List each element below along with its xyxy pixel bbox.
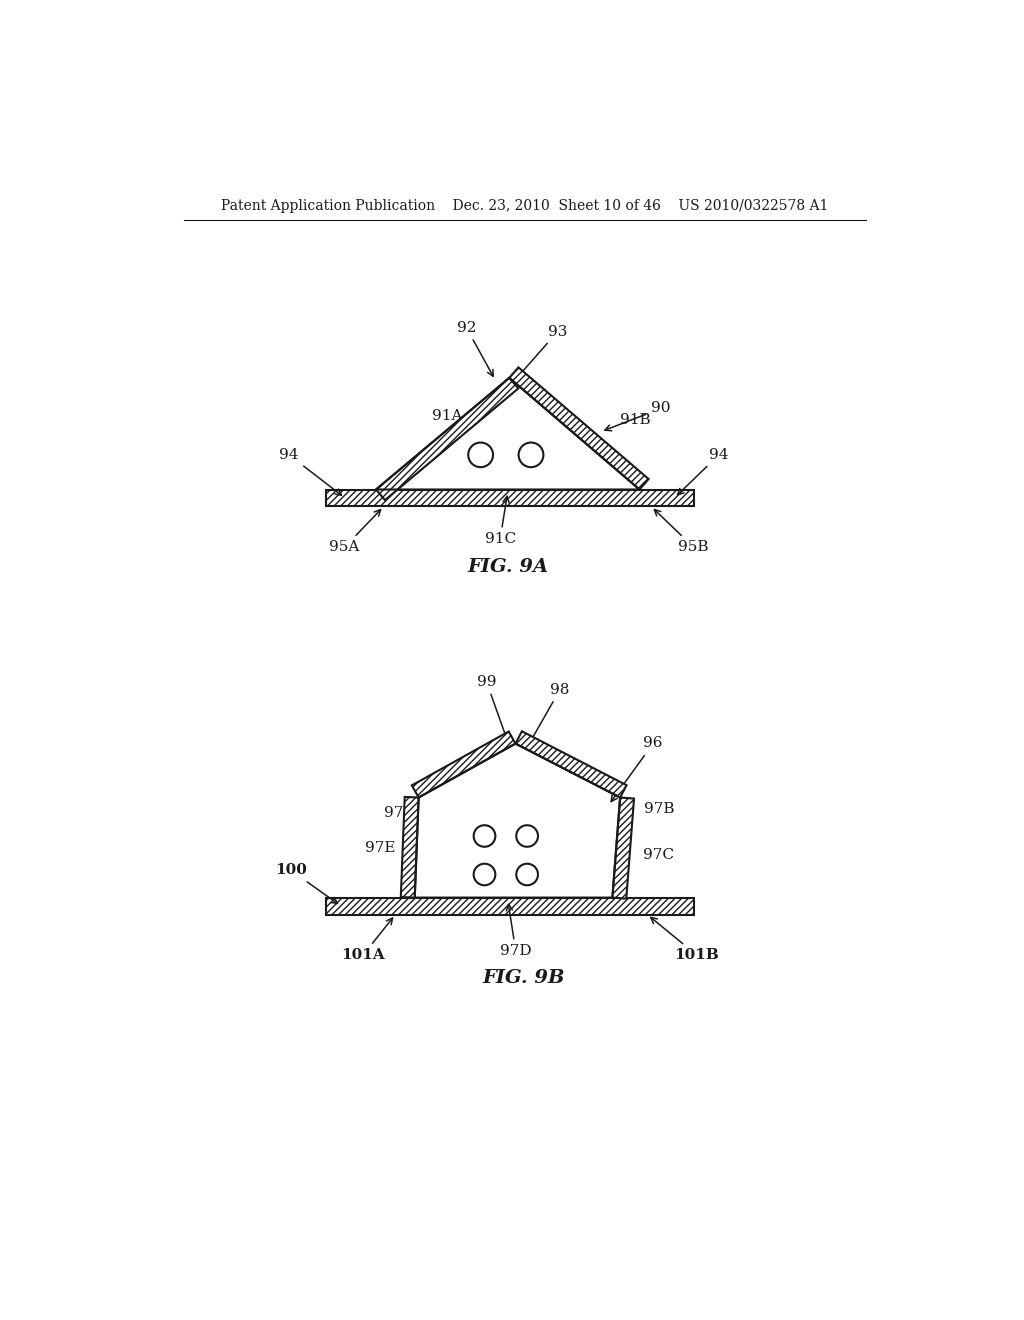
Text: 97E: 97E [365,841,395,854]
Bar [326,490,693,507]
Polygon shape [400,797,419,898]
Circle shape [468,442,493,467]
Text: 96: 96 [611,737,663,801]
Circle shape [516,825,538,847]
Text: Patent Application Publication    Dec. 23, 2010  Sheet 10 of 46    US 2010/03225: Patent Application Publication Dec. 23, … [221,199,828,213]
Text: 90: 90 [605,401,671,430]
Text: 97B: 97B [644,803,674,816]
Text: FIG. 9A: FIG. 9A [467,557,548,576]
Text: 91C: 91C [484,496,516,546]
Text: 91A: 91A [432,409,463,424]
Circle shape [474,863,496,886]
Text: 97C: 97C [643,849,675,862]
Text: 94: 94 [280,447,341,495]
Text: 94: 94 [678,447,729,495]
Text: 101B: 101B [650,917,719,962]
Circle shape [518,442,544,467]
Text: 101A: 101A [341,917,392,962]
Text: 97A: 97A [384,807,415,820]
Text: 95B: 95B [654,510,709,554]
Text: 98: 98 [527,682,569,747]
Polygon shape [412,731,515,797]
Text: 91B: 91B [621,413,651,428]
Text: 93: 93 [518,325,567,376]
Text: 95A: 95A [330,510,381,554]
Polygon shape [415,743,621,898]
Bar [326,898,693,915]
Polygon shape [376,378,640,490]
Polygon shape [612,797,634,899]
Text: 100: 100 [275,863,338,903]
Text: 92: 92 [457,321,494,376]
Circle shape [516,863,538,886]
Polygon shape [376,378,518,500]
Text: 97D: 97D [500,904,531,958]
Polygon shape [515,731,627,797]
Polygon shape [509,367,648,490]
Circle shape [474,825,496,847]
Text: 99: 99 [477,675,509,742]
Text: FIG. 9B: FIG. 9B [482,969,564,987]
